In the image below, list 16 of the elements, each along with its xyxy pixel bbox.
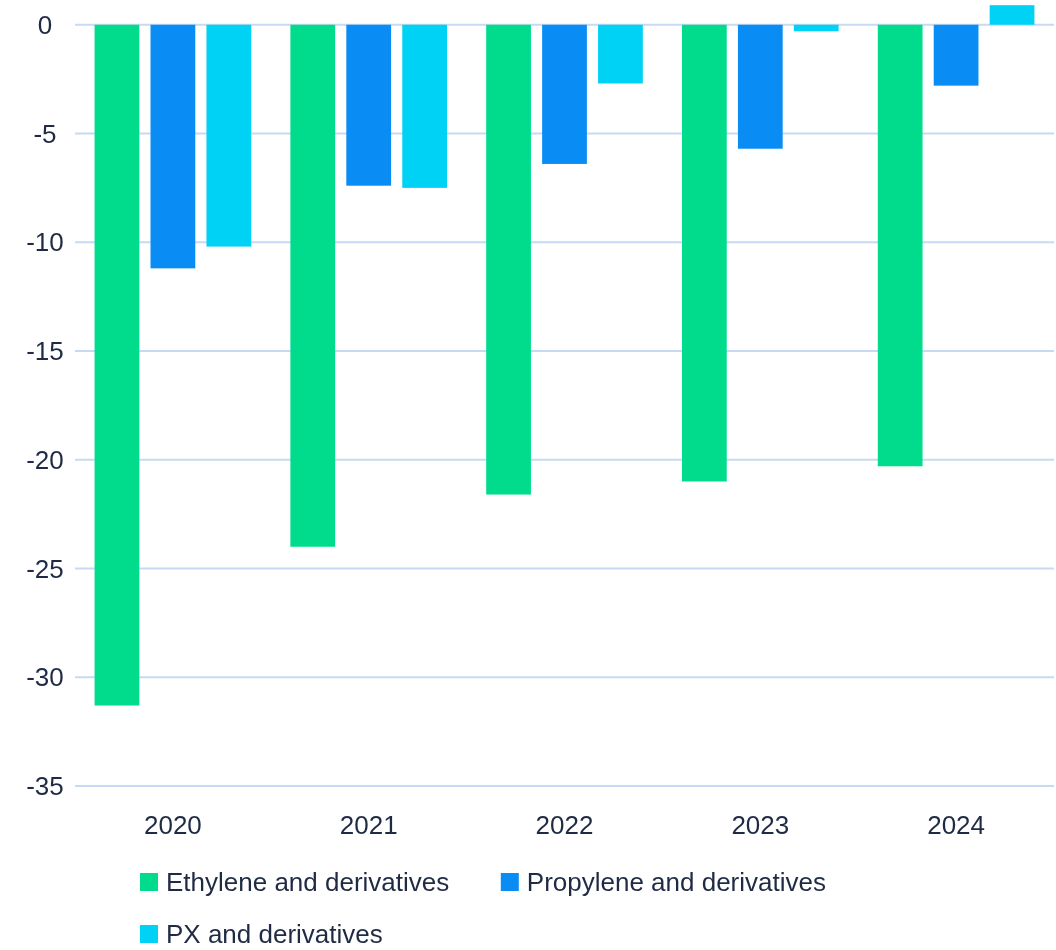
x-tick-label: 2020 [143, 810, 202, 840]
y-tick-label: -5 [33, 118, 57, 149]
y-tick-label: -35 [26, 771, 64, 802]
y-tick-label: -30 [26, 662, 64, 693]
y-tick-label: 0 [37, 9, 53, 40]
x-tick-label: 2021 [339, 810, 398, 840]
x-tick-label: 2023 [731, 810, 790, 840]
y-tick-label: -25 [26, 553, 64, 584]
y-tick-label: -20 [26, 444, 64, 475]
y-tick-label: -15 [26, 336, 64, 367]
legend-label: Ethylene and derivatives [166, 867, 450, 897]
legend-label: PX and derivatives [166, 919, 383, 949]
legend-label: Propylene and derivatives [526, 867, 826, 897]
x-tick-label: 2022 [535, 810, 594, 840]
y-tick-label: -10 [26, 227, 64, 258]
x-tick-label: 2024 [927, 810, 986, 840]
